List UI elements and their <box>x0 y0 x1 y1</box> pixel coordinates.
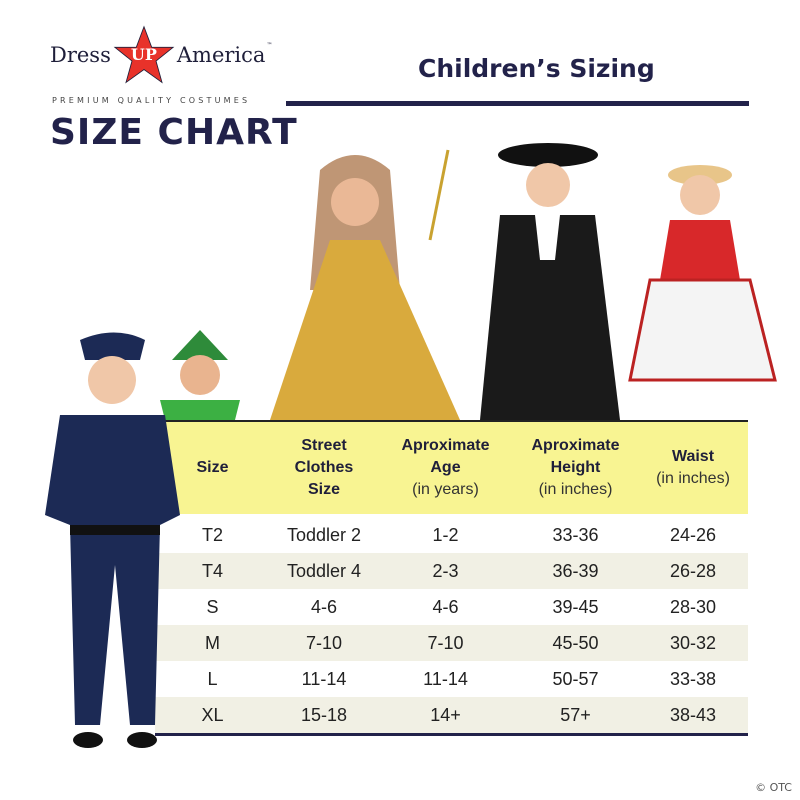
cell-waist: 33-38 <box>669 668 717 689</box>
cell-size: T4 <box>201 560 223 581</box>
cell-size: XL <box>201 704 224 725</box>
cell-street: 15-18 <box>300 704 348 725</box>
table-row: S 4-6 4-6 39-45 28-30 <box>155 589 748 625</box>
header-height: Aproximate Height (in inches) <box>531 437 620 498</box>
cell-age: 1-2 <box>432 524 459 545</box>
table-row: XL 15-18 14+ 57+ 38-43 <box>155 697 748 733</box>
star-icon <box>113 25 175 84</box>
size-table: Size Street Clothes Size Aproximate Age(… <box>155 420 748 736</box>
colonial-costume-child <box>480 143 620 420</box>
header-size: Size <box>196 459 229 476</box>
cell-size: L <box>207 668 218 689</box>
cell-street: Toddler 4 <box>286 560 362 581</box>
cell-size: M <box>205 632 220 653</box>
police-costume-child <box>45 332 180 748</box>
table-row: T4 Toddler 4 2-3 36-39 26-28 <box>155 553 748 589</box>
table-body: T2 Toddler 2 1-2 33-36 24-26 T4 Toddler 4 2-3 3… <box>155 514 748 733</box>
table-header: Size Street Clothes Size Aproximate Age(… <box>155 420 748 514</box>
cell-height: 57+ <box>560 704 591 725</box>
cell-waist: 38-43 <box>669 704 717 725</box>
logo-star: UP <box>113 25 175 85</box>
watermark: © OTC <box>755 781 792 794</box>
cell-street: Toddler 2 <box>286 524 362 545</box>
logo-america: America <box>176 43 266 67</box>
page-title: SIZE CHART <box>50 112 298 153</box>
cell-height: 45-50 <box>552 632 599 653</box>
cell-waist: 24-26 <box>669 524 717 545</box>
header-waist: Waist (in inches) <box>656 448 730 487</box>
cell-age: 7-10 <box>427 632 464 653</box>
cowgirl-costume-child <box>628 165 777 382</box>
header-street-size: Street Clothes Size <box>294 437 354 498</box>
cell-waist: 28-30 <box>669 596 717 617</box>
cell-size: T2 <box>201 524 223 545</box>
cell-street: 7-10 <box>305 632 343 653</box>
cell-height: 33-36 <box>552 524 599 545</box>
logo-tm: ™ <box>266 42 273 49</box>
cell-height: 50-57 <box>552 668 599 689</box>
costume-photos <box>160 143 777 430</box>
princess-gown-child <box>270 149 460 420</box>
header-age: Aproximate Age (in years) <box>401 437 490 498</box>
cell-waist: 30-32 <box>669 632 717 653</box>
tagline: PREMIUM QUALITY COSTUMES <box>52 96 251 105</box>
table-row: M 7-10 7-10 45-50 30-32 <box>155 625 748 661</box>
cell-height: 39-45 <box>552 596 599 617</box>
cell-age: 2-3 <box>432 560 459 581</box>
logo-dress: Dress <box>50 43 111 67</box>
table-row: T2 Toddler 2 1-2 33-36 24-26 <box>155 517 748 553</box>
cell-size: S <box>206 596 219 617</box>
cell-waist: 26-28 <box>669 560 717 581</box>
brand-logo: Dress UP America ™ <box>50 22 272 88</box>
cell-street: 11-14 <box>301 668 347 689</box>
logo-up: UP <box>130 45 157 64</box>
cell-height: 36-39 <box>552 560 599 581</box>
table-row: L 11-14 11-14 50-57 33-38 <box>155 661 748 697</box>
title-rule <box>286 101 749 106</box>
cell-age: 14+ <box>430 704 461 725</box>
table-bottom-rule <box>155 733 748 736</box>
cell-age: 11-14 <box>423 668 468 689</box>
cell-street: 4-6 <box>310 596 337 617</box>
cell-age: 4-6 <box>432 596 459 617</box>
subtitle: Children’s Sizing <box>418 54 655 83</box>
